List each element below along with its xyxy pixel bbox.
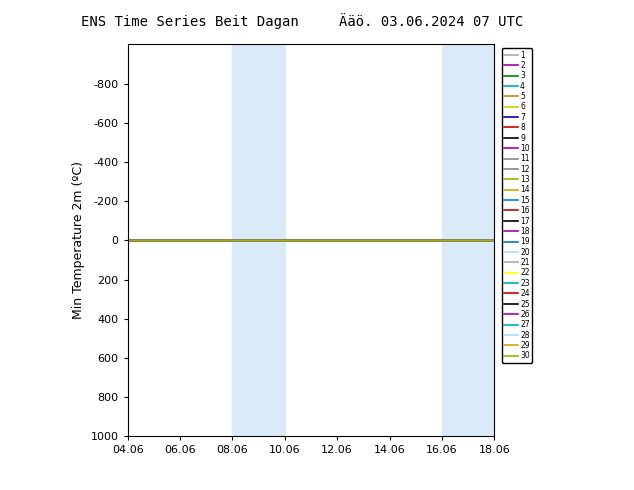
Legend: 1, 2, 3, 4, 5, 6, 7, 8, 9, 10, 11, 12, 13, 14, 15, 16, 17, 18, 19, 20, 21, 22, 2: 1, 2, 3, 4, 5, 6, 7, 8, 9, 10, 11, 12, 1… (501, 48, 532, 363)
Text: Ääö. 03.06.2024 07 UTC: Ääö. 03.06.2024 07 UTC (339, 15, 523, 29)
Y-axis label: Min Temperature 2m (ºC): Min Temperature 2m (ºC) (72, 161, 85, 319)
Bar (442, 45, 495, 437)
Bar (233, 45, 285, 437)
Text: ENS Time Series Beit Dagan: ENS Time Series Beit Dagan (81, 15, 299, 29)
